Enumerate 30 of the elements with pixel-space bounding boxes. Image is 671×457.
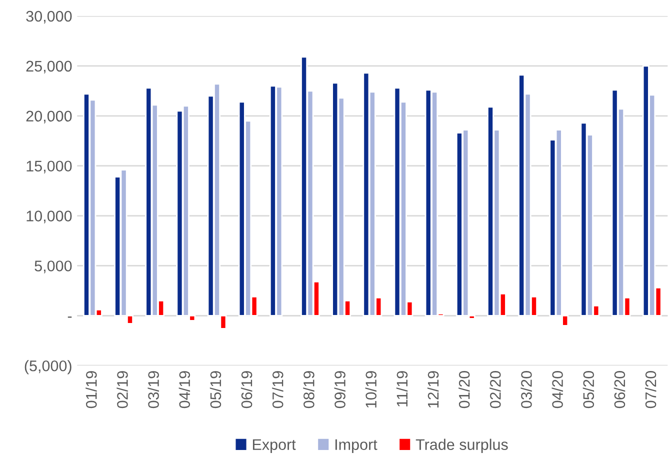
y-tick-label: 5,000	[34, 260, 72, 274]
y-tick-label: 30,000	[26, 10, 72, 24]
x-tick-label: 02/19	[116, 371, 128, 408]
x-tick-label: 03/20	[520, 371, 532, 408]
x-tick-label: 05/19	[210, 371, 222, 408]
y-tick-label: -	[68, 316, 72, 318]
x-tick-label: 05/20	[582, 371, 594, 408]
y-tick-label: 10,000	[26, 210, 72, 224]
y-tick-label: (5,000)	[24, 360, 72, 374]
x-tick-label: 09/19	[334, 371, 346, 408]
x-tick-label: 01/19	[86, 371, 97, 408]
legend-label: Trade surplus	[416, 438, 508, 454]
x-tick-label: 04/20	[552, 371, 563, 408]
legend-label: Import	[335, 439, 378, 454]
x-tick-label: 04/19	[178, 371, 190, 408]
y-tick-label: 15,000	[26, 160, 72, 174]
y-tick-label: 25,000	[26, 60, 72, 74]
x-tick-label: 12/19	[427, 371, 439, 408]
x-tick-label: 11/19	[396, 371, 408, 406]
x-tick-label: 08/19	[303, 371, 314, 408]
x-tick-label: 07/20	[644, 371, 656, 408]
x-tick-label: 10/19	[365, 371, 377, 408]
x-tick-label: 03/19	[148, 371, 159, 408]
y-tick-label: 20,000	[26, 110, 72, 124]
x-tick-label: 07/19	[272, 371, 284, 408]
legend-label: Export	[252, 439, 296, 454]
x-tick-label: 01/20	[458, 371, 470, 408]
x-tick-label: 06/20	[614, 371, 626, 408]
x-tick-label: 06/19	[240, 371, 252, 408]
x-tick-label: 02/20	[490, 371, 501, 408]
